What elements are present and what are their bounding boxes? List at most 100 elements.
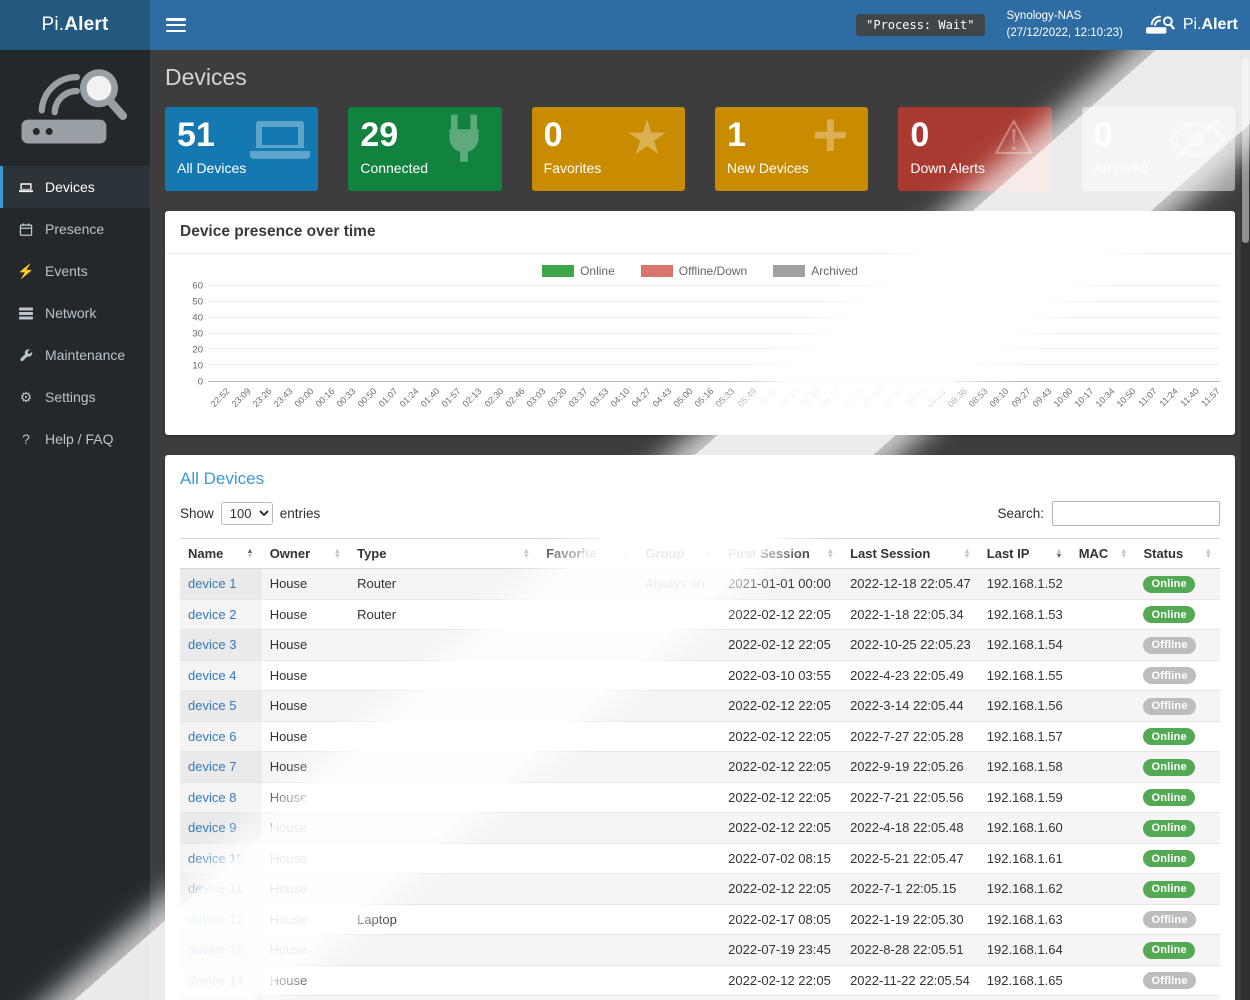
- table-cell: 2022-12-18 22:05.47: [842, 568, 979, 599]
- table-cell: 192.168.1.60: [978, 812, 1071, 843]
- table-cell: [1070, 629, 1136, 660]
- sidebar-item-settings[interactable]: ⚙ Settings: [0, 376, 150, 418]
- x-tick-label: 22:52: [208, 386, 232, 410]
- table-cell: 2022-02-12 22:05: [720, 629, 843, 660]
- summary-card-favorites[interactable]: 0 Favorites ★: [531, 107, 685, 191]
- table-cell: 2022-03-10 03:55: [720, 659, 843, 691]
- x-tick-label: 01:57: [440, 386, 464, 410]
- table-cell: [349, 751, 539, 782]
- device-link[interactable]: device 9: [188, 820, 237, 836]
- sidebar-item-events[interactable]: ⚡ Events: [0, 250, 150, 292]
- column-header-owner[interactable]: Owner ▲ ▼: [261, 538, 350, 569]
- sidebar-item-devices[interactable]: Devices: [0, 166, 150, 208]
- device-row: device 12 House Laptop 2022-02-17 08:05 2022…: [180, 903, 1220, 935]
- x-tick-label: 03:20: [545, 386, 569, 410]
- scrollbar-thumb[interactable]: [1242, 58, 1249, 243]
- table-cell: [637, 720, 721, 752]
- x-tick-label: 07:13: [840, 386, 864, 410]
- summary-card-new-devices[interactable]: 1 New Devices +: [714, 107, 869, 191]
- table-cell: 2022-7-21 22:05.56: [842, 781, 979, 813]
- table-cell: [637, 873, 721, 904]
- table-cell: 2022-02-12 22:05: [720, 873, 843, 904]
- sort-icon: ▲ ▼: [704, 545, 713, 560]
- table-cell: [538, 690, 638, 721]
- table-cell: House: [261, 934, 350, 965]
- search-input[interactable]: [1052, 501, 1220, 526]
- table-cell: [637, 995, 721, 1000]
- column-header-group[interactable]: Group ▲ ▼: [637, 538, 721, 569]
- table-cell: [1070, 690, 1136, 721]
- table-cell: House: [261, 659, 350, 691]
- x-tick-label: 10:50: [1114, 386, 1138, 410]
- x-tick-label: 23:43: [271, 386, 295, 410]
- device-link[interactable]: device 3: [188, 637, 237, 653]
- summary-card-all-devices[interactable]: 51 All Devices: [165, 107, 319, 191]
- status-badge: Online: [1143, 880, 1195, 898]
- column-header-status[interactable]: Status ▲ ▼: [1135, 538, 1220, 569]
- search-label: Search:: [997, 506, 1044, 521]
- column-header-name[interactable]: Name ▲ ▼: [180, 538, 262, 569]
- archived-icon: [1167, 113, 1227, 165]
- gridline: [208, 316, 1220, 318]
- column-header-favorite[interactable]: Favorite ▲ ▼: [538, 538, 638, 569]
- status-badge: Online: [1143, 819, 1195, 837]
- device-link[interactable]: device 13: [188, 942, 244, 958]
- sort-icon: ▲ ▼: [963, 545, 971, 560]
- table-cell: 2022-11-22 22:05.54: [842, 964, 979, 996]
- table-cell: 2022-4-23 22:05.49: [842, 659, 979, 691]
- table-cell: 2022-07-02 08:15: [720, 842, 843, 874]
- navbar-brand-right[interactable]: Pi.Alert: [1145, 14, 1238, 36]
- device-link[interactable]: device 1: [188, 576, 237, 592]
- column-header-last-session[interactable]: Last Session ▲ ▼: [842, 538, 979, 569]
- table-cell: [349, 659, 539, 691]
- table-cell: 2022-02-12 22:05: [720, 812, 843, 843]
- table-cell: 2022-7-27 22:05.28: [842, 720, 979, 752]
- device-link[interactable]: device 11: [188, 881, 243, 897]
- table-cell: Router: [349, 568, 539, 599]
- sort-icon: ▲ ▼: [333, 545, 342, 560]
- sidebar-item-presence[interactable]: Presence: [0, 208, 150, 250]
- summary-card-down-alerts[interactable]: 0 Down Alerts ⚠: [898, 107, 1052, 191]
- device-link[interactable]: device 2: [188, 606, 237, 622]
- pialert-logo: [0, 50, 150, 166]
- column-label: Name: [188, 546, 224, 561]
- table-cell: 2022-02-12 22:05: [720, 781, 843, 813]
- device-row: device 7 House 2022-02-12 22:05 2022-9-19 2…: [180, 751, 1220, 782]
- legend-item-online: Online: [542, 264, 615, 278]
- device-link[interactable]: device 12: [188, 911, 244, 927]
- table-cell: House: [261, 873, 350, 904]
- column-header-last-ip[interactable]: Last IP ▲ ▼: [978, 538, 1071, 569]
- summary-card-connected[interactable]: 29 Connected: [348, 107, 502, 191]
- device-link[interactable]: device 5: [188, 698, 237, 714]
- device-link[interactable]: device 8: [188, 789, 237, 805]
- entries-select[interactable]: 100: [220, 502, 273, 525]
- summary-card-archived[interactable]: 0 Archived: [1081, 107, 1235, 191]
- column-header-mac[interactable]: MAC ▲ ▼: [1070, 538, 1136, 569]
- device-link[interactable]: device 4: [188, 667, 237, 683]
- x-tick-label: 05:16: [692, 386, 716, 410]
- table-cell: [637, 903, 721, 935]
- device-link[interactable]: device 14: [188, 972, 244, 988]
- calendar-icon: [17, 222, 35, 237]
- table-cell: 192.168.1.59: [978, 781, 1071, 813]
- sidebar-item-maintenance[interactable]: Maintenance: [0, 334, 150, 376]
- x-tick-label: 01:07: [376, 386, 400, 410]
- app-brand[interactable]: Pi. Alert: [0, 0, 150, 50]
- column-header-first-session[interactable]: First Session ▲ ▼: [720, 538, 843, 569]
- table-cell: 2022-02-12 22:05: [720, 964, 843, 996]
- devices-table: Name ▲ ▼ Owner ▲ ▼ Type ▲ ▼ Favorite ▲ ▼ Group ▲ ▼ Firs…: [180, 538, 1220, 1000]
- device-row: device 9 House 2022-02-12 22:05 2022-4-18 2…: [180, 812, 1220, 843]
- x-tick-label: 08:36: [945, 386, 969, 410]
- sidebar-item-network[interactable]: Network: [0, 292, 150, 334]
- sidebar-item-help-faq[interactable]: ? Help / FAQ: [0, 418, 150, 460]
- scrollbar-track[interactable]: [1241, 50, 1250, 1000]
- x-tick-label: 04:43: [650, 386, 674, 410]
- device-link[interactable]: device 6: [188, 728, 237, 744]
- hamburger-menu-icon[interactable]: [166, 18, 186, 32]
- device-link[interactable]: device 10: [188, 850, 244, 866]
- device-link[interactable]: device 7: [188, 759, 237, 775]
- column-header-type[interactable]: Type ▲ ▼: [349, 538, 539, 569]
- x-tick-label: 10:17: [1072, 386, 1096, 410]
- column-label: Last IP: [986, 546, 1030, 561]
